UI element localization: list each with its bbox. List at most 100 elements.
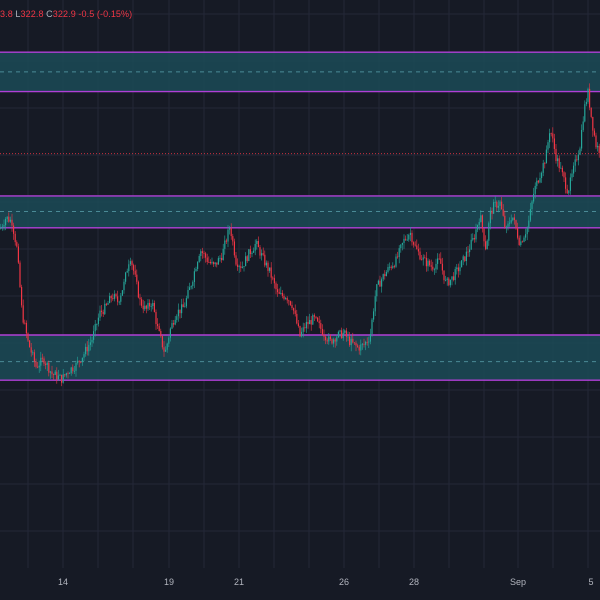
candle-body: [533, 193, 535, 202]
candle-body: [433, 269, 435, 271]
candle-body: [160, 330, 162, 337]
candle-body: [339, 330, 341, 332]
candle-body: [144, 305, 146, 310]
candle-body: [513, 217, 515, 221]
candle-body: [8, 216, 10, 222]
candle-body: [374, 296, 376, 312]
candle-body: [120, 295, 122, 302]
candle-body: [518, 237, 520, 245]
candle-body: [219, 257, 221, 259]
candle-body: [227, 229, 229, 242]
candle-body: [491, 210, 493, 214]
candle-body: [142, 305, 144, 310]
candle-body: [296, 313, 298, 324]
candles: [0, 83, 600, 387]
candle-body: [229, 228, 231, 230]
candle-body: [517, 228, 519, 238]
legend-close-label: C: [46, 9, 53, 19]
candle-body: [115, 294, 117, 297]
candle-body: [38, 365, 40, 368]
candle-body: [134, 270, 136, 275]
candle-body: [589, 88, 591, 108]
candle-body: [456, 267, 458, 270]
candle-body: [493, 202, 495, 214]
candle-body: [357, 345, 359, 347]
candle-body: [40, 357, 42, 366]
candle-body: [403, 238, 405, 243]
candle-body: [342, 332, 344, 339]
candle-body: [273, 278, 275, 284]
candle-body: [581, 129, 583, 149]
candle-body: [253, 250, 255, 253]
candle-body: [411, 232, 413, 243]
candle-body: [131, 261, 133, 266]
candle-body: [248, 249, 250, 262]
candle-body: [17, 246, 19, 263]
candle-body: [523, 237, 525, 242]
candle-body: [561, 167, 563, 173]
candle-body: [414, 244, 416, 246]
candle-body: [584, 104, 586, 122]
candle-body: [424, 257, 426, 259]
candle-body: [27, 333, 29, 341]
candle-body: [334, 339, 336, 342]
candle-body: [485, 241, 487, 250]
candle-body: [80, 361, 82, 363]
candle-body: [150, 306, 152, 307]
candle-body: [361, 343, 363, 345]
candle-body: [99, 310, 101, 318]
candle-body: [387, 267, 389, 272]
candle-body: [145, 305, 147, 309]
candle-body: [249, 249, 251, 255]
candle-body: [165, 349, 167, 352]
candle-body: [536, 180, 538, 186]
ohlc-legend: 3.8 L322.8 C322.9 -0.5 (-0.15%): [0, 9, 132, 20]
candle-body: [89, 342, 91, 345]
candle-body: [181, 304, 183, 314]
candle-body: [289, 301, 291, 305]
candle-body: [528, 220, 530, 228]
candle-body: [438, 258, 440, 260]
candle-body: [477, 224, 479, 230]
candle-body: [510, 220, 512, 223]
candle-body: [235, 255, 237, 265]
candle-body: [187, 289, 189, 299]
candle-body: [350, 338, 352, 346]
candle-body: [45, 363, 47, 365]
candle-body: [579, 148, 581, 155]
candle-body: [192, 282, 194, 287]
candle-body: [310, 320, 312, 325]
candle-body: [481, 215, 483, 229]
candle-body: [5, 218, 7, 226]
candle-body: [113, 294, 115, 299]
candle-body: [582, 121, 584, 130]
candle-body: [153, 302, 155, 312]
candle-body: [299, 325, 301, 337]
candle-body: [537, 180, 539, 183]
candle-body: [257, 241, 259, 248]
candle-body: [161, 336, 163, 348]
candle-body: [305, 321, 307, 329]
candle-body: [265, 262, 267, 266]
candle-body: [313, 315, 315, 317]
candle-body: [422, 257, 424, 260]
candle-body: [184, 306, 186, 308]
x-tick-label: 26: [339, 577, 349, 587]
candle-body: [286, 297, 288, 301]
candle-body: [49, 371, 51, 373]
candle-body: [294, 310, 296, 314]
candle-body: [568, 190, 570, 194]
candle-body: [64, 374, 66, 376]
candle-body: [14, 233, 16, 243]
candle-body: [349, 336, 351, 346]
candle-body: [333, 339, 335, 344]
candle-body: [480, 215, 482, 223]
candle-body: [368, 341, 370, 343]
candle-body: [592, 116, 594, 131]
candle-body: [206, 257, 208, 262]
candle-body: [238, 266, 240, 268]
candle-body: [566, 188, 568, 194]
candle-body: [558, 158, 560, 169]
